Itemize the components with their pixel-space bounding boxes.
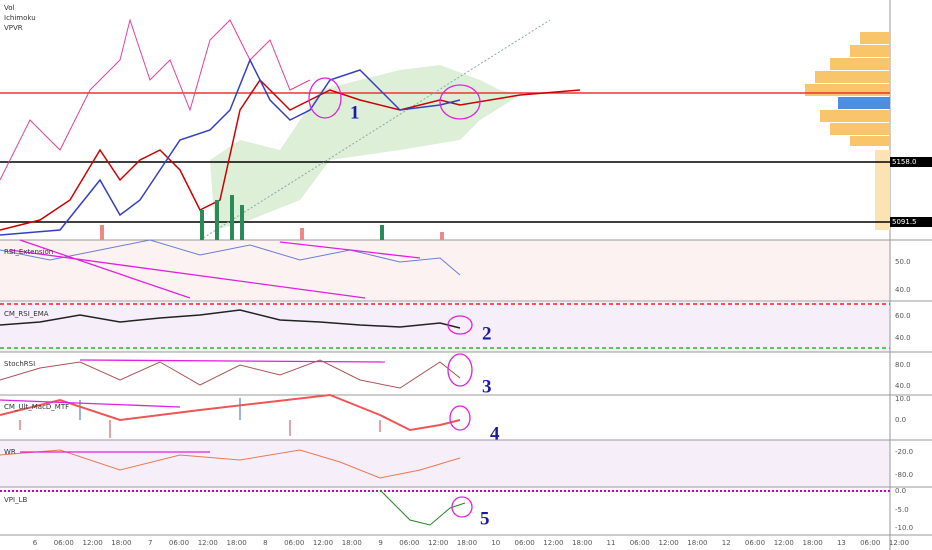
annotation: 1 <box>350 102 360 123</box>
axis-label: -5.0 <box>895 506 909 514</box>
time-label: 18:00 <box>803 539 823 547</box>
time-label: 06:00 <box>630 539 650 547</box>
time-label: 6 <box>33 539 38 547</box>
pane-label: Ichimoku <box>4 14 36 22</box>
macd-hist <box>19 398 381 438</box>
pane-label: WR <box>4 448 16 456</box>
time-label: 18:00 <box>572 539 592 547</box>
pane-label: RSI_Extension <box>4 248 53 256</box>
pane-label: VPVR <box>4 24 23 32</box>
price-mark-box <box>890 217 932 227</box>
annotation: 2 <box>482 323 492 344</box>
rsi-line <box>0 239 461 276</box>
time-label: 12:00 <box>83 539 103 547</box>
cm-line <box>0 309 461 329</box>
axis-label: 0.0 <box>895 416 906 424</box>
time-label: 18:00 <box>342 539 362 547</box>
time-label: 12 <box>722 539 731 547</box>
time-label: 06:00 <box>169 539 189 547</box>
time-label: 18:00 <box>687 539 707 547</box>
time-label: 7 <box>148 539 152 547</box>
volume-bars <box>100 195 444 240</box>
time-label: 12:00 <box>313 539 333 547</box>
time-label: 12:00 <box>774 539 794 547</box>
axis-label: -80.0 <box>895 471 913 479</box>
axis-label: 50.0 <box>895 258 911 266</box>
axis-label: 0.0 <box>895 487 906 495</box>
macd-line <box>0 393 461 432</box>
time-label: 12:00 <box>428 539 448 547</box>
axis-label: 40.0 <box>895 286 911 294</box>
volume-profile <box>805 32 890 230</box>
pane-label: VPI_LB <box>4 496 27 504</box>
annotation: 3 <box>482 376 492 397</box>
time-label: 06:00 <box>399 539 419 547</box>
red-line <box>0 78 581 231</box>
time-label: 10 <box>491 539 500 547</box>
axis-label: 60.0 <box>895 312 911 320</box>
pane-label: CM_RSI_EMA <box>4 310 49 318</box>
time-label: 12:00 <box>659 539 679 547</box>
time-label: 06:00 <box>745 539 765 547</box>
time-label: 12:00 <box>889 539 909 547</box>
stoch-line <box>0 359 461 389</box>
time-label: 12:00 <box>543 539 563 547</box>
pane-label: CM_Ult_MacD_MTF <box>4 403 69 411</box>
time-label: 06:00 <box>515 539 535 547</box>
blue-line <box>0 58 461 236</box>
time-label: 13 <box>837 539 846 547</box>
axis-label: 40.0 <box>895 382 911 390</box>
axis-label: -10.0 <box>895 524 913 532</box>
time-label: 18:00 <box>457 539 477 547</box>
time-label: 06:00 <box>284 539 304 547</box>
price-mark: 5158.0 <box>892 158 917 166</box>
vpi-line <box>379 489 466 526</box>
drawings <box>0 77 481 518</box>
time-label: 06:00 <box>54 539 74 547</box>
axis-label: 10.0 <box>895 395 911 403</box>
magenta-line <box>0 18 311 181</box>
cm-pane <box>0 302 890 352</box>
time-label: 11 <box>607 539 616 547</box>
time-label: 12:00 <box>198 539 218 547</box>
pane-label: Vol <box>4 4 15 12</box>
time-label: 8 <box>263 539 267 547</box>
ichimoku-cloud <box>210 65 520 230</box>
wr-line <box>0 449 461 479</box>
time-label: 18:00 <box>111 539 131 547</box>
price-mark-box <box>890 157 932 167</box>
rsi-pane <box>0 240 890 300</box>
time-label: 9 <box>378 539 382 547</box>
annotation: 5 <box>480 508 490 529</box>
annotation: 4 <box>490 423 500 444</box>
axis-label: 80.0 <box>895 361 911 369</box>
axis-label: -20.0 <box>895 448 913 456</box>
wr-pane <box>0 440 890 487</box>
price-mark: 5091.5 <box>892 218 917 226</box>
time-label: 06:00 <box>860 539 880 547</box>
trend-line <box>199 19 551 241</box>
time-label: 18:00 <box>227 539 247 547</box>
pane-label: StochRSI <box>4 360 35 368</box>
axis-label: 40.0 <box>895 334 911 342</box>
